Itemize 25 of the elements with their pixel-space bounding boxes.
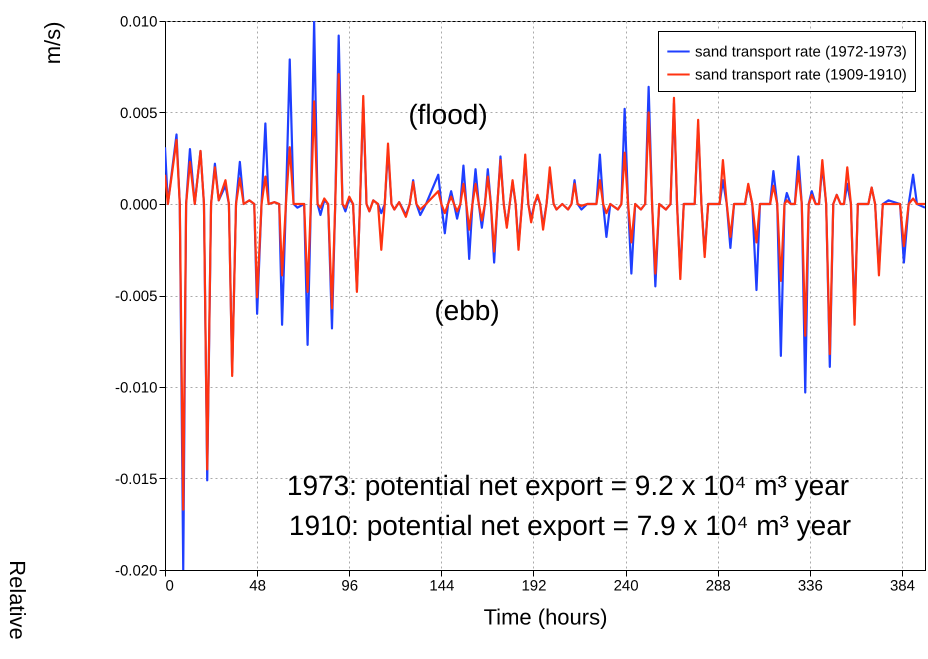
- x-tick-label: 96: [341, 578, 358, 594]
- annotation: (flood): [408, 99, 488, 130]
- legend-label: sand transport rate (1909-1910): [695, 66, 907, 84]
- y-tick-label: -0.010: [114, 380, 158, 396]
- y-tick-label: -0.005: [114, 288, 158, 305]
- y-tick-label: 0.000: [120, 196, 158, 214]
- x-tick-label: 144: [429, 578, 454, 594]
- annotation: 1910: potential net export = 7.9 x 10⁴ m³ year: [288, 510, 852, 541]
- x-tick-label: 384: [890, 578, 915, 594]
- x-tick-label: 336: [798, 578, 823, 594]
- x-tick-label: 48: [249, 578, 266, 594]
- y-tick-label: -0.015: [114, 471, 158, 488]
- y-axis-title: m/s): [40, 22, 65, 64]
- x-tick-label: 192: [521, 578, 546, 594]
- x-axis-title: Time (hours): [484, 604, 608, 630]
- x-tick-label: 0: [166, 578, 174, 594]
- annotation: 1973: potential net export = 9.2 x 10⁴ m³ year: [286, 470, 850, 501]
- y-tick-label: -0.020: [114, 562, 158, 580]
- y-tick-label: 0.005: [120, 105, 158, 122]
- x-tick-label: 288: [706, 578, 731, 594]
- legend-label: sand transport rate (1972-1973): [695, 44, 907, 60]
- text: Relative: [5, 560, 30, 640]
- annotation: (ebb): [434, 295, 500, 326]
- y-tick-label: 0.010: [120, 14, 158, 30]
- x-tick-label: 240: [614, 578, 639, 594]
